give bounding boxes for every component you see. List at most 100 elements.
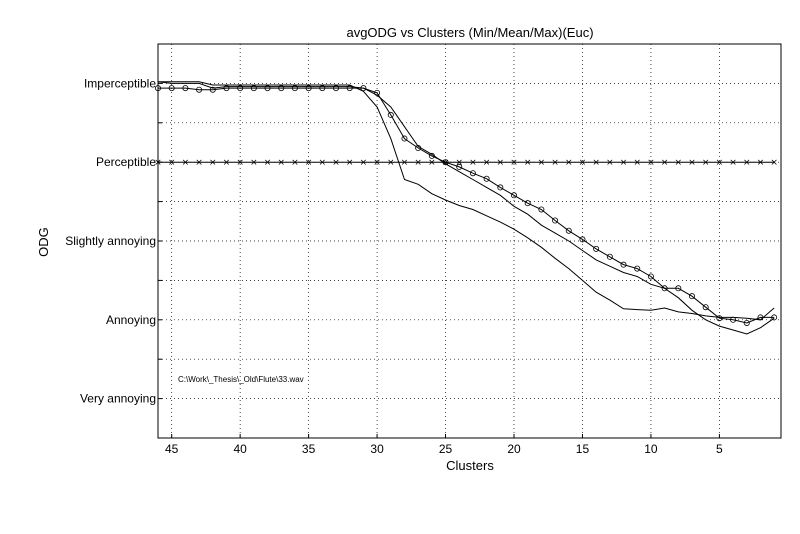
series-1-point <box>264 85 271 92</box>
series-3-point <box>662 159 668 165</box>
series-1-point <box>661 285 668 292</box>
series-3-point <box>223 159 230 165</box>
series-3-point <box>264 159 271 165</box>
series-3-point <box>771 159 777 165</box>
series-3-point <box>566 159 572 165</box>
series-0-line <box>158 81 775 321</box>
series-1-point <box>538 206 545 213</box>
series-1-point <box>469 170 476 177</box>
series-3-point <box>442 159 449 165</box>
series-3-point <box>319 159 325 165</box>
chart-title: avgODG vs Clusters (Min/Mean/Max)(Euc) <box>346 25 593 40</box>
series-1-point <box>483 175 490 182</box>
y-axis-label: ODG <box>36 227 51 257</box>
series-3-point <box>648 159 654 165</box>
series-1-point <box>579 236 586 243</box>
series-3-point <box>429 159 435 165</box>
series-3-point <box>757 159 764 165</box>
series-3-point <box>401 159 408 165</box>
series-3-point <box>210 159 216 165</box>
series-1-point <box>332 85 339 92</box>
x-tick-label: 5 <box>716 442 723 456</box>
series-3-point <box>278 159 284 165</box>
file-path-annotation: C:\Work\_Thesis\_Old\Flute\33.wav <box>178 375 304 384</box>
series-3-point <box>744 159 750 165</box>
y-tick-label: Imperceptible <box>84 76 156 90</box>
series-1-point <box>168 85 175 92</box>
series-3-point <box>634 159 640 165</box>
series-1-point <box>401 135 408 142</box>
series-3-point <box>675 159 681 165</box>
series-1-line <box>158 87 775 324</box>
x-tick-label: 20 <box>507 442 521 456</box>
data-series <box>154 81 778 335</box>
series-1-point <box>689 293 696 300</box>
y-tick-label: Slightly annoying <box>65 234 156 248</box>
series-1-point <box>634 265 641 272</box>
series-1-point <box>346 85 353 92</box>
series-3-point <box>306 159 312 165</box>
x-tick-label: 30 <box>370 442 384 456</box>
series-1-point <box>771 314 778 321</box>
series-1-point <box>209 86 216 93</box>
series-1-point <box>319 85 326 92</box>
x-tick-label: 35 <box>302 442 316 456</box>
series-3-point <box>169 159 175 165</box>
series-1-point <box>620 261 627 268</box>
series-3-point <box>347 159 353 165</box>
series-3-point <box>292 159 298 165</box>
series-3-point <box>525 159 531 165</box>
series-3-point <box>237 159 243 165</box>
series-1-point <box>387 111 394 118</box>
series-1-point <box>524 200 531 207</box>
series-3-point <box>497 159 503 165</box>
series-3-point <box>579 159 586 165</box>
series-3-point <box>374 159 380 165</box>
series-1-point <box>675 285 682 292</box>
series-3-point <box>415 159 421 165</box>
series-1-point <box>196 86 203 93</box>
series-3-point <box>607 159 613 165</box>
series-1-point <box>182 85 189 92</box>
series-1-point <box>278 85 285 92</box>
series-3-point <box>716 159 722 165</box>
x-tick-label: 10 <box>644 442 658 456</box>
grid-lines <box>158 44 781 439</box>
series-1-point <box>456 163 463 170</box>
series-3-point <box>388 159 394 165</box>
x-axis-label: Clusters <box>446 458 494 473</box>
series-2-line <box>157 81 775 335</box>
series-1-point <box>716 315 723 322</box>
series-3-point <box>620 159 627 165</box>
series-1-point <box>250 85 257 92</box>
series-3-point <box>470 159 476 165</box>
y-tick-label: Annoying <box>106 313 156 327</box>
series-1-point <box>497 184 504 191</box>
series-1-point <box>593 245 600 252</box>
series-3-point <box>552 159 558 165</box>
series-3-point <box>251 159 257 165</box>
series-3-point <box>511 159 517 165</box>
y-axis-ticks: Imperceptible Perceptible Slightly annoyin… <box>65 76 162 439</box>
series-3-point <box>360 159 366 165</box>
series-3-point <box>182 159 188 165</box>
y-tick-label: Perceptible <box>96 155 156 169</box>
series-1-point <box>606 253 613 260</box>
series-3-point <box>538 159 544 165</box>
series-1-point <box>510 192 517 199</box>
y-tick-label: Very annoying <box>80 392 156 406</box>
series-3-point <box>333 159 339 165</box>
series-3-point <box>689 159 695 165</box>
series-3-point <box>456 159 462 165</box>
series-1-point <box>565 227 572 234</box>
x-tick-label: 45 <box>165 442 179 456</box>
series-3-point <box>703 159 709 165</box>
series-3-point <box>196 159 202 165</box>
series-1-point <box>223 85 230 92</box>
x-tick-label: 40 <box>233 442 247 456</box>
x-tick-label: 25 <box>439 442 453 456</box>
series-1-point <box>743 319 750 326</box>
series-1-point <box>702 304 709 311</box>
series-1-point <box>552 217 559 224</box>
